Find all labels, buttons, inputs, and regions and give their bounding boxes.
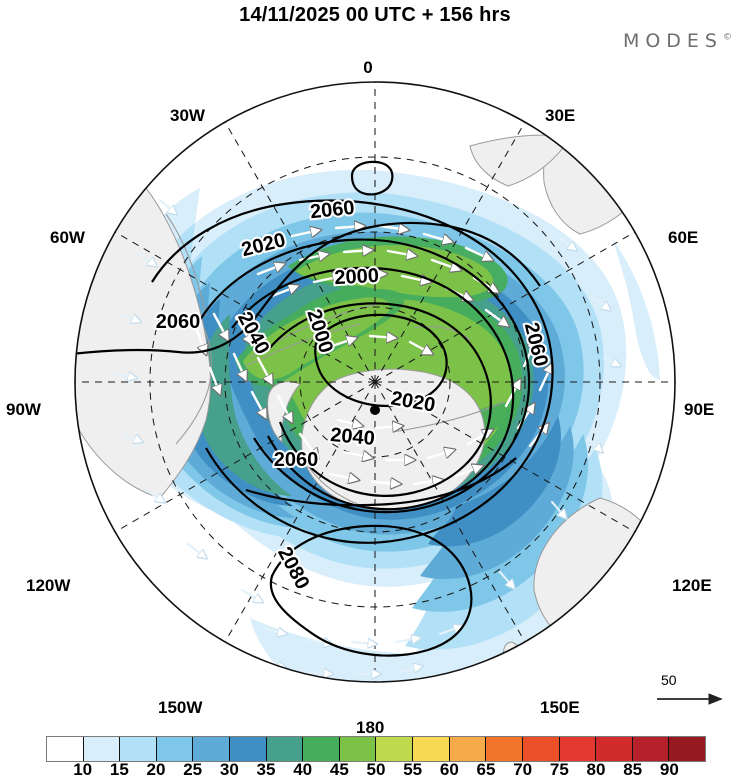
graticule [75,82,675,682]
colorbar-cell-1 [83,737,121,761]
wind-vector-layer [194,226,552,484]
lon-label-90e: 90E [684,400,715,419]
colorbar-tick-45: 45 [329,760,349,779]
lon-label-30w: 30W [170,106,205,125]
colorbar-cell-16 [632,737,670,761]
colorbar-tick-60: 60 [439,760,459,779]
colorbar-tick-55: 55 [403,760,423,779]
polar-map: 0 30W 30E 60W 60E 90W 90E 120W 120E 150W… [0,28,750,737]
logo-text: MODES [622,30,723,52]
colorbar-cell-7 [303,737,340,761]
lon-label-0: 0 [363,58,373,77]
lon-label-120w: 120W [26,576,71,595]
lon-label-180: 180 [356,718,385,737]
colorbar-tick-25: 25 [183,760,203,779]
colorbar-tick-50: 50 [366,760,386,779]
lon-label-90w: 90W [6,400,41,419]
colorbar-cell-0 [47,737,84,761]
pole-dot-icon [370,405,380,415]
colorbar-cell-17 [669,737,705,761]
colorbar-tick-40: 40 [293,760,313,779]
colorbar-tick-20: 20 [146,760,166,779]
colorbar-cell-8 [339,737,377,761]
colorbar-tick-80: 80 [586,760,606,779]
reference-vector-arrow-icon [657,693,723,705]
colorbar-tick-15: 15 [109,760,129,779]
colorbar-cell-10 [413,737,450,761]
colorbar-tick-90: 90 [659,760,679,779]
lon-label-150e: 150E [540,698,580,717]
page-title: 14/11/2025 00 UTC + 156 hrs [239,4,511,26]
colorbar-cell-14 [559,737,597,761]
colorbar [46,736,706,762]
map-content [75,82,675,682]
colorbar-cell-9 [376,737,414,761]
reference-vector-label: 50 [661,672,677,688]
colorbar-cell-4 [193,737,231,761]
colorbar-cell-6 [266,737,304,761]
colorbar-tick-30: 30 [219,760,239,779]
colorbar-cell-11 [449,737,487,761]
reference-vector: 50 [655,672,735,708]
lon-label-120e: 120E [672,576,712,595]
contour-layer [75,160,554,657]
colorbar-tick-65: 65 [476,760,496,779]
lon-label-60w: 60W [50,228,85,247]
colorbar-cell-15 [596,737,633,761]
colorbar-tick-35: 35 [256,760,276,779]
colorbar-cell-12 [486,737,523,761]
colorbar-cell-5 [230,737,267,761]
colorbar-cell-2 [120,737,157,761]
copyright-icon: © [723,32,732,43]
colorbar-tick-85: 85 [623,760,643,779]
colorbar-cell-3 [156,737,194,761]
lon-label-30e: 30E [545,106,576,125]
colorbar-tick-10: 10 [73,760,93,779]
globe-outline [74,81,676,683]
colorbar-cell-13 [522,737,560,761]
colorbar-ticks: 10 15 20 25 30 35 40 45 50 55 60 65 70 75 80 85 90 [46,760,706,782]
lon-label-60e: 60E [668,228,699,247]
colorbar-tick-70: 70 [513,760,533,779]
modes-logo: MODES© [623,30,732,52]
lon-label-150w: 150W [158,698,203,717]
map-canvas [74,81,676,683]
colorbar-tick-75: 75 [549,760,569,779]
